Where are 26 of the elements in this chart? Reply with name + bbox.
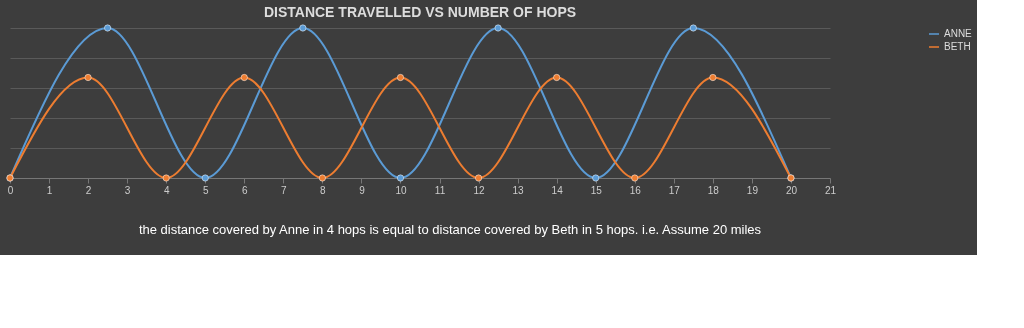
chart-title: DISTANCE TRAVELLED VS NUMBER OF HOPS xyxy=(263,3,577,20)
x-tick-label: 3 xyxy=(124,184,131,196)
x-tick-label: 11 xyxy=(434,184,446,196)
x-tick-label: 1 xyxy=(46,184,53,196)
x-tick-label: 9 xyxy=(359,184,366,196)
x-tick-label: 5 xyxy=(202,184,209,196)
x-tick-label: 4 xyxy=(163,184,170,196)
x-tick-label: 15 xyxy=(590,184,603,196)
text: the distance covered by Anne in 4 hops is equal to distance covered by Beth in 5 hops. i.e. Assume 20 miles xyxy=(138,222,762,237)
x-tick-label: 7 xyxy=(281,184,288,196)
x-tick-label: 10 xyxy=(395,184,407,196)
legend-label: BETH xyxy=(944,41,971,52)
x-tick-label: 0 xyxy=(7,184,14,196)
x-tick-label: 16 xyxy=(629,184,642,196)
x-tick-label: 19 xyxy=(746,184,759,196)
x-tick-label: 6 xyxy=(242,184,248,196)
x-tick-label: 12 xyxy=(473,184,486,196)
x-tick-label: 20 xyxy=(785,184,798,196)
x-tick-label: 18 xyxy=(707,184,720,196)
x-tick-label: 17 xyxy=(668,184,681,196)
x-tick-label: 8 xyxy=(320,184,327,196)
x-tick-label: 13 xyxy=(512,184,525,196)
x-tick-label: 21 xyxy=(824,184,837,196)
legend-label: ANNE xyxy=(944,28,973,39)
x-tick-label: 2 xyxy=(85,184,92,196)
x-tick-label: 14 xyxy=(551,184,564,196)
